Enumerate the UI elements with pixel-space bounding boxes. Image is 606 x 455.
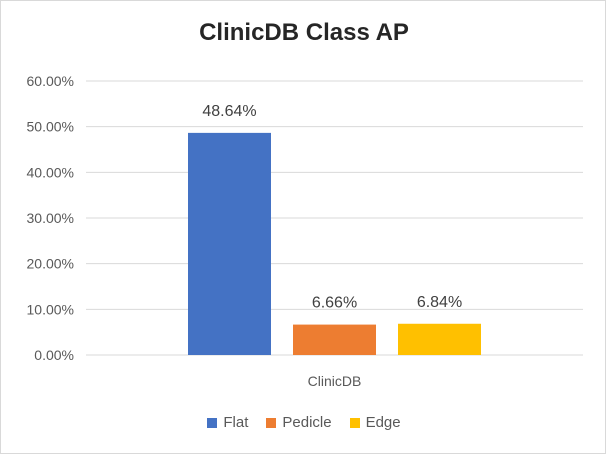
- legend-label: Edge: [365, 414, 401, 431]
- legend-swatch: [266, 417, 277, 428]
- data-label-pedicle: 6.66%: [312, 295, 357, 312]
- legend-swatch: [349, 417, 360, 428]
- data-label-flat: 48.64%: [202, 103, 256, 120]
- y-tick-label: 30.00%: [27, 210, 74, 226]
- legend-label: Pedicle: [282, 414, 332, 431]
- data-label-edge: 6.84%: [417, 294, 462, 311]
- y-tick-label: 10.00%: [27, 301, 74, 317]
- bar-edge: [398, 323, 481, 355]
- bar-flat: [188, 132, 271, 355]
- y-tick-label: 60.00%: [27, 73, 74, 89]
- bar-pedicle: [293, 324, 376, 355]
- x-category-label: ClinicDB: [308, 373, 362, 389]
- y-tick-label: 20.00%: [27, 256, 74, 272]
- legend: Flat Pedicle Edge: [1, 414, 606, 431]
- y-tick-label: 50.00%: [27, 119, 74, 135]
- y-tick-label: 0.00%: [34, 347, 74, 363]
- legend-item-edge: Edge: [349, 414, 401, 431]
- chart-title: ClinicDB Class AP: [199, 19, 409, 46]
- legend-item-pedicle: Pedicle: [266, 414, 332, 431]
- y-tick-label: 40.00%: [27, 164, 74, 180]
- legend-swatch: [207, 417, 218, 428]
- legend-item-flat: Flat: [207, 414, 248, 431]
- legend-label: Flat: [223, 414, 249, 431]
